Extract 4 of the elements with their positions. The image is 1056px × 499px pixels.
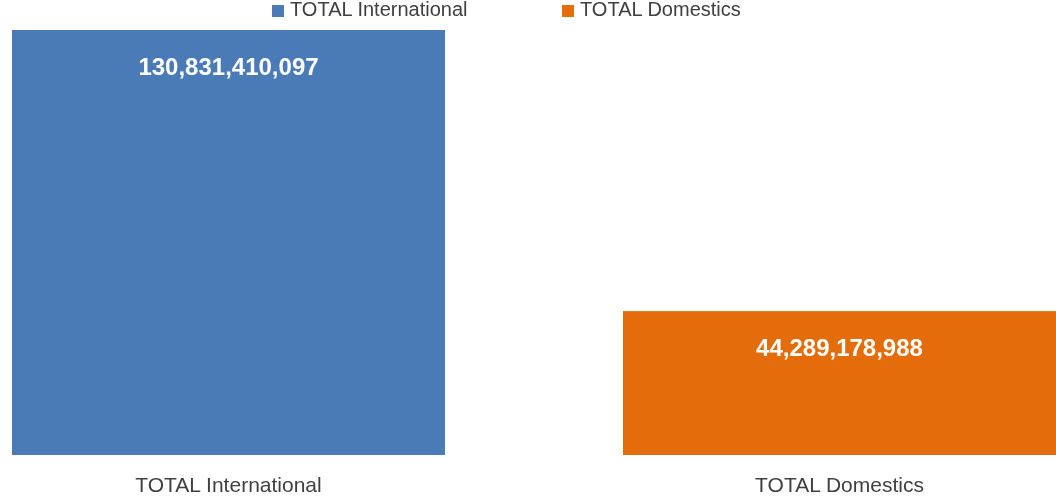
- legend-label: TOTAL International: [290, 0, 468, 20]
- data-label: 44,289,178,988: [756, 334, 923, 362]
- legend-label: TOTAL Domestics: [580, 0, 741, 20]
- data-label: 130,831,410,097: [138, 53, 319, 80]
